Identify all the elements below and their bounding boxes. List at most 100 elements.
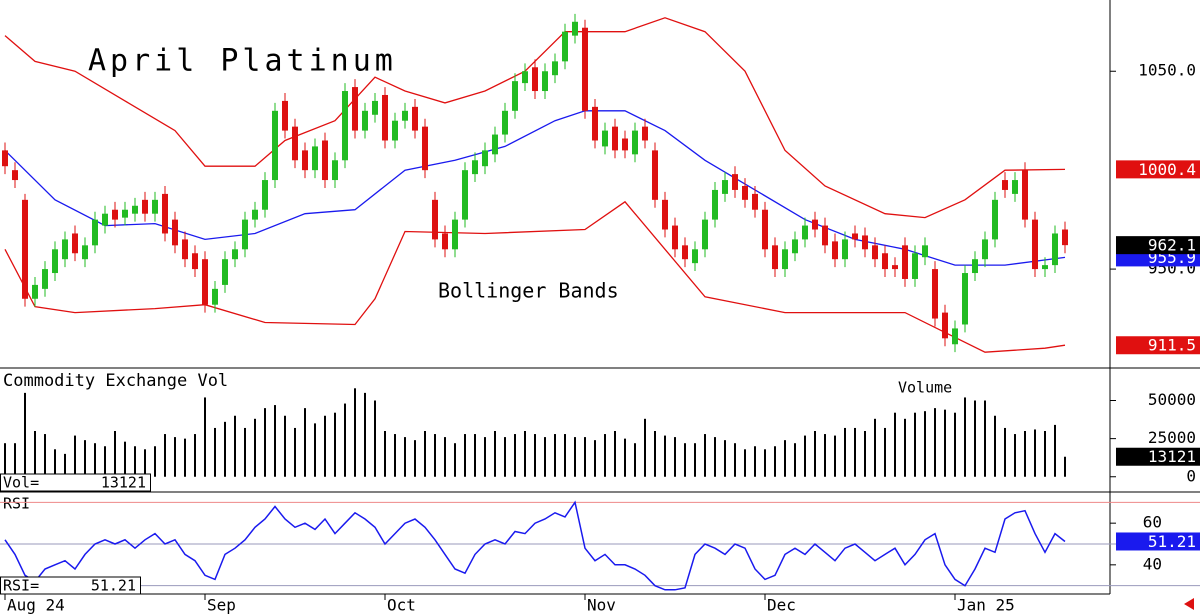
candle-body <box>182 239 188 260</box>
candle-body <box>112 209 118 220</box>
candle-body <box>802 225 808 240</box>
candle-body <box>502 110 508 135</box>
candle-body <box>12 170 18 181</box>
candle-body <box>452 219 458 250</box>
candle-body <box>412 106 418 131</box>
x-tick-label: Dec <box>767 596 796 614</box>
candle-body <box>892 265 898 270</box>
candle-body <box>902 245 908 279</box>
candle-body <box>982 239 988 260</box>
rsi-label: RSI <box>3 495 30 513</box>
value-box <box>1116 447 1200 466</box>
candle-body <box>1042 265 1048 270</box>
candle-body <box>102 213 108 226</box>
candle-body <box>352 87 358 131</box>
candle-body <box>362 110 368 131</box>
candle-body <box>662 199 668 230</box>
candle-body <box>552 61 558 76</box>
candle-body <box>522 71 528 84</box>
candle-body <box>572 21 578 36</box>
value-box <box>1116 336 1200 355</box>
candle-body <box>462 170 468 220</box>
candle-body <box>512 81 518 111</box>
candle-body <box>252 209 258 220</box>
y-tick-label: 25000 <box>1148 428 1196 447</box>
candle-body <box>282 100 288 131</box>
candle-body <box>1002 180 1008 190</box>
candle-body <box>772 245 778 270</box>
candle-body <box>792 239 798 254</box>
candle-body <box>842 239 848 260</box>
candle-body <box>732 174 738 190</box>
candle-body <box>142 199 148 214</box>
candle-body <box>532 67 538 92</box>
value-box-label: 1000.4 <box>1138 160 1196 179</box>
candle-body <box>832 241 838 260</box>
candle-body <box>272 110 278 181</box>
candle-body <box>652 150 658 200</box>
value-box-label: 13121 <box>1148 447 1196 466</box>
candle-body <box>332 160 338 181</box>
candle-body <box>542 71 548 92</box>
candle-body <box>882 253 888 270</box>
candle-body <box>322 140 328 181</box>
candle-body <box>382 94 388 141</box>
readout-box <box>0 576 141 595</box>
candle-body <box>582 27 588 111</box>
candle-body <box>742 185 748 200</box>
candle-body <box>1022 170 1028 220</box>
candle-body <box>72 233 78 254</box>
volume-label: Commodity Exchange Vol <box>3 371 228 391</box>
candle-body <box>712 189 718 220</box>
readout-box <box>0 473 151 492</box>
readout-label: Vol= <box>3 474 39 492</box>
annotation: Bollinger Bands <box>438 279 619 303</box>
value-box <box>1116 236 1200 255</box>
candle-body <box>722 180 728 194</box>
candle-body <box>962 273 968 325</box>
candle-body <box>942 312 948 339</box>
y-tick-label: 60 <box>1143 513 1162 532</box>
candle-body <box>602 130 608 147</box>
readout-label: RSI= <box>3 577 39 595</box>
candle-body <box>782 249 788 270</box>
scroll-arrow[interactable] <box>1184 598 1194 610</box>
value-box <box>1116 160 1200 179</box>
candle-body <box>912 253 918 279</box>
candle-body <box>422 126 428 171</box>
candle-body <box>482 150 488 167</box>
y-tick-label: 1050.0 <box>1138 61 1196 80</box>
candle-body <box>822 225 828 246</box>
candle-body <box>952 328 958 345</box>
candle-body <box>1052 233 1058 266</box>
x-tick-label: Jan 25 <box>957 596 1015 614</box>
candle-body <box>432 199 438 240</box>
candle-body <box>852 233 858 240</box>
candle-body <box>932 269 938 319</box>
candle-body <box>692 249 698 264</box>
candle-body <box>762 209 768 250</box>
candle-body <box>2 150 8 167</box>
candle-body <box>92 219 98 246</box>
candle-body <box>312 146 318 171</box>
candle-body <box>162 193 168 234</box>
chart-title: April Platinum <box>88 44 397 79</box>
candle-body <box>292 126 298 161</box>
value-box-label: 51.21 <box>1148 532 1196 551</box>
candle-body <box>472 160 478 175</box>
candle-body <box>922 245 928 258</box>
y-tick-label: 0 <box>1186 466 1196 485</box>
candle-body <box>632 130 638 155</box>
candle-body <box>672 225 678 250</box>
x-tick-label: Sep <box>207 596 236 614</box>
candle-body <box>682 245 688 260</box>
candle-body <box>1032 219 1038 270</box>
candle-body <box>342 91 348 161</box>
candle-body <box>612 126 618 151</box>
candle-body <box>32 284 38 299</box>
candle-body <box>62 239 68 260</box>
candle-body <box>872 245 878 260</box>
candle-body <box>862 235 868 250</box>
